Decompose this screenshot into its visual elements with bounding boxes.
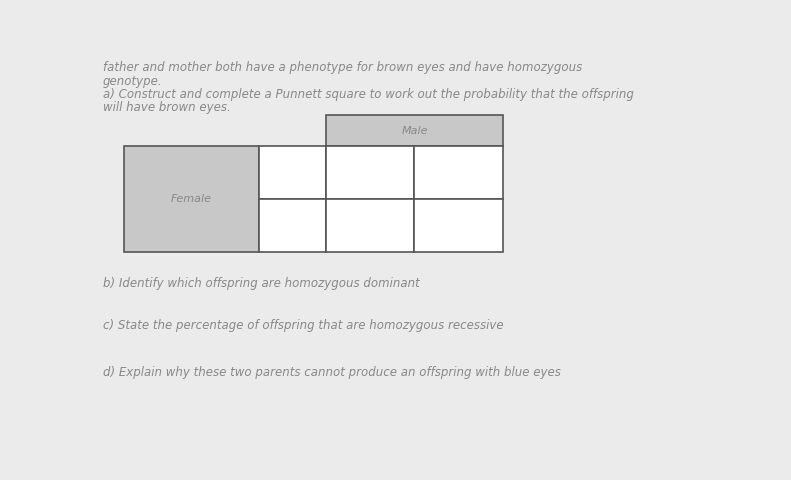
Text: a) Construct and complete a Punnett square to work out the probability that the : a) Construct and complete a Punnett squa… — [103, 88, 634, 101]
Bar — [414, 199, 503, 252]
Bar — [326, 115, 503, 146]
Text: Male: Male — [402, 126, 428, 136]
Text: genotype.: genotype. — [103, 74, 162, 87]
Bar — [259, 146, 326, 199]
Text: Female: Female — [171, 194, 212, 204]
Text: d) Explain why these two parents cannot produce an offspring with blue eyes: d) Explain why these two parents cannot … — [103, 366, 561, 379]
Bar — [326, 146, 414, 199]
Bar — [414, 146, 503, 199]
Bar — [259, 199, 326, 252]
Text: b) Identify which offspring are homozygous dominant: b) Identify which offspring are homozygo… — [103, 277, 419, 290]
Text: father and mother both have a phenotype for brown eyes and have homozygous: father and mother both have a phenotype … — [103, 61, 582, 74]
Bar — [326, 199, 414, 252]
Text: will have brown eyes.: will have brown eyes. — [103, 101, 230, 115]
Bar — [123, 146, 259, 252]
Text: c) State the percentage of offspring that are homozygous recessive: c) State the percentage of offspring tha… — [103, 319, 503, 332]
